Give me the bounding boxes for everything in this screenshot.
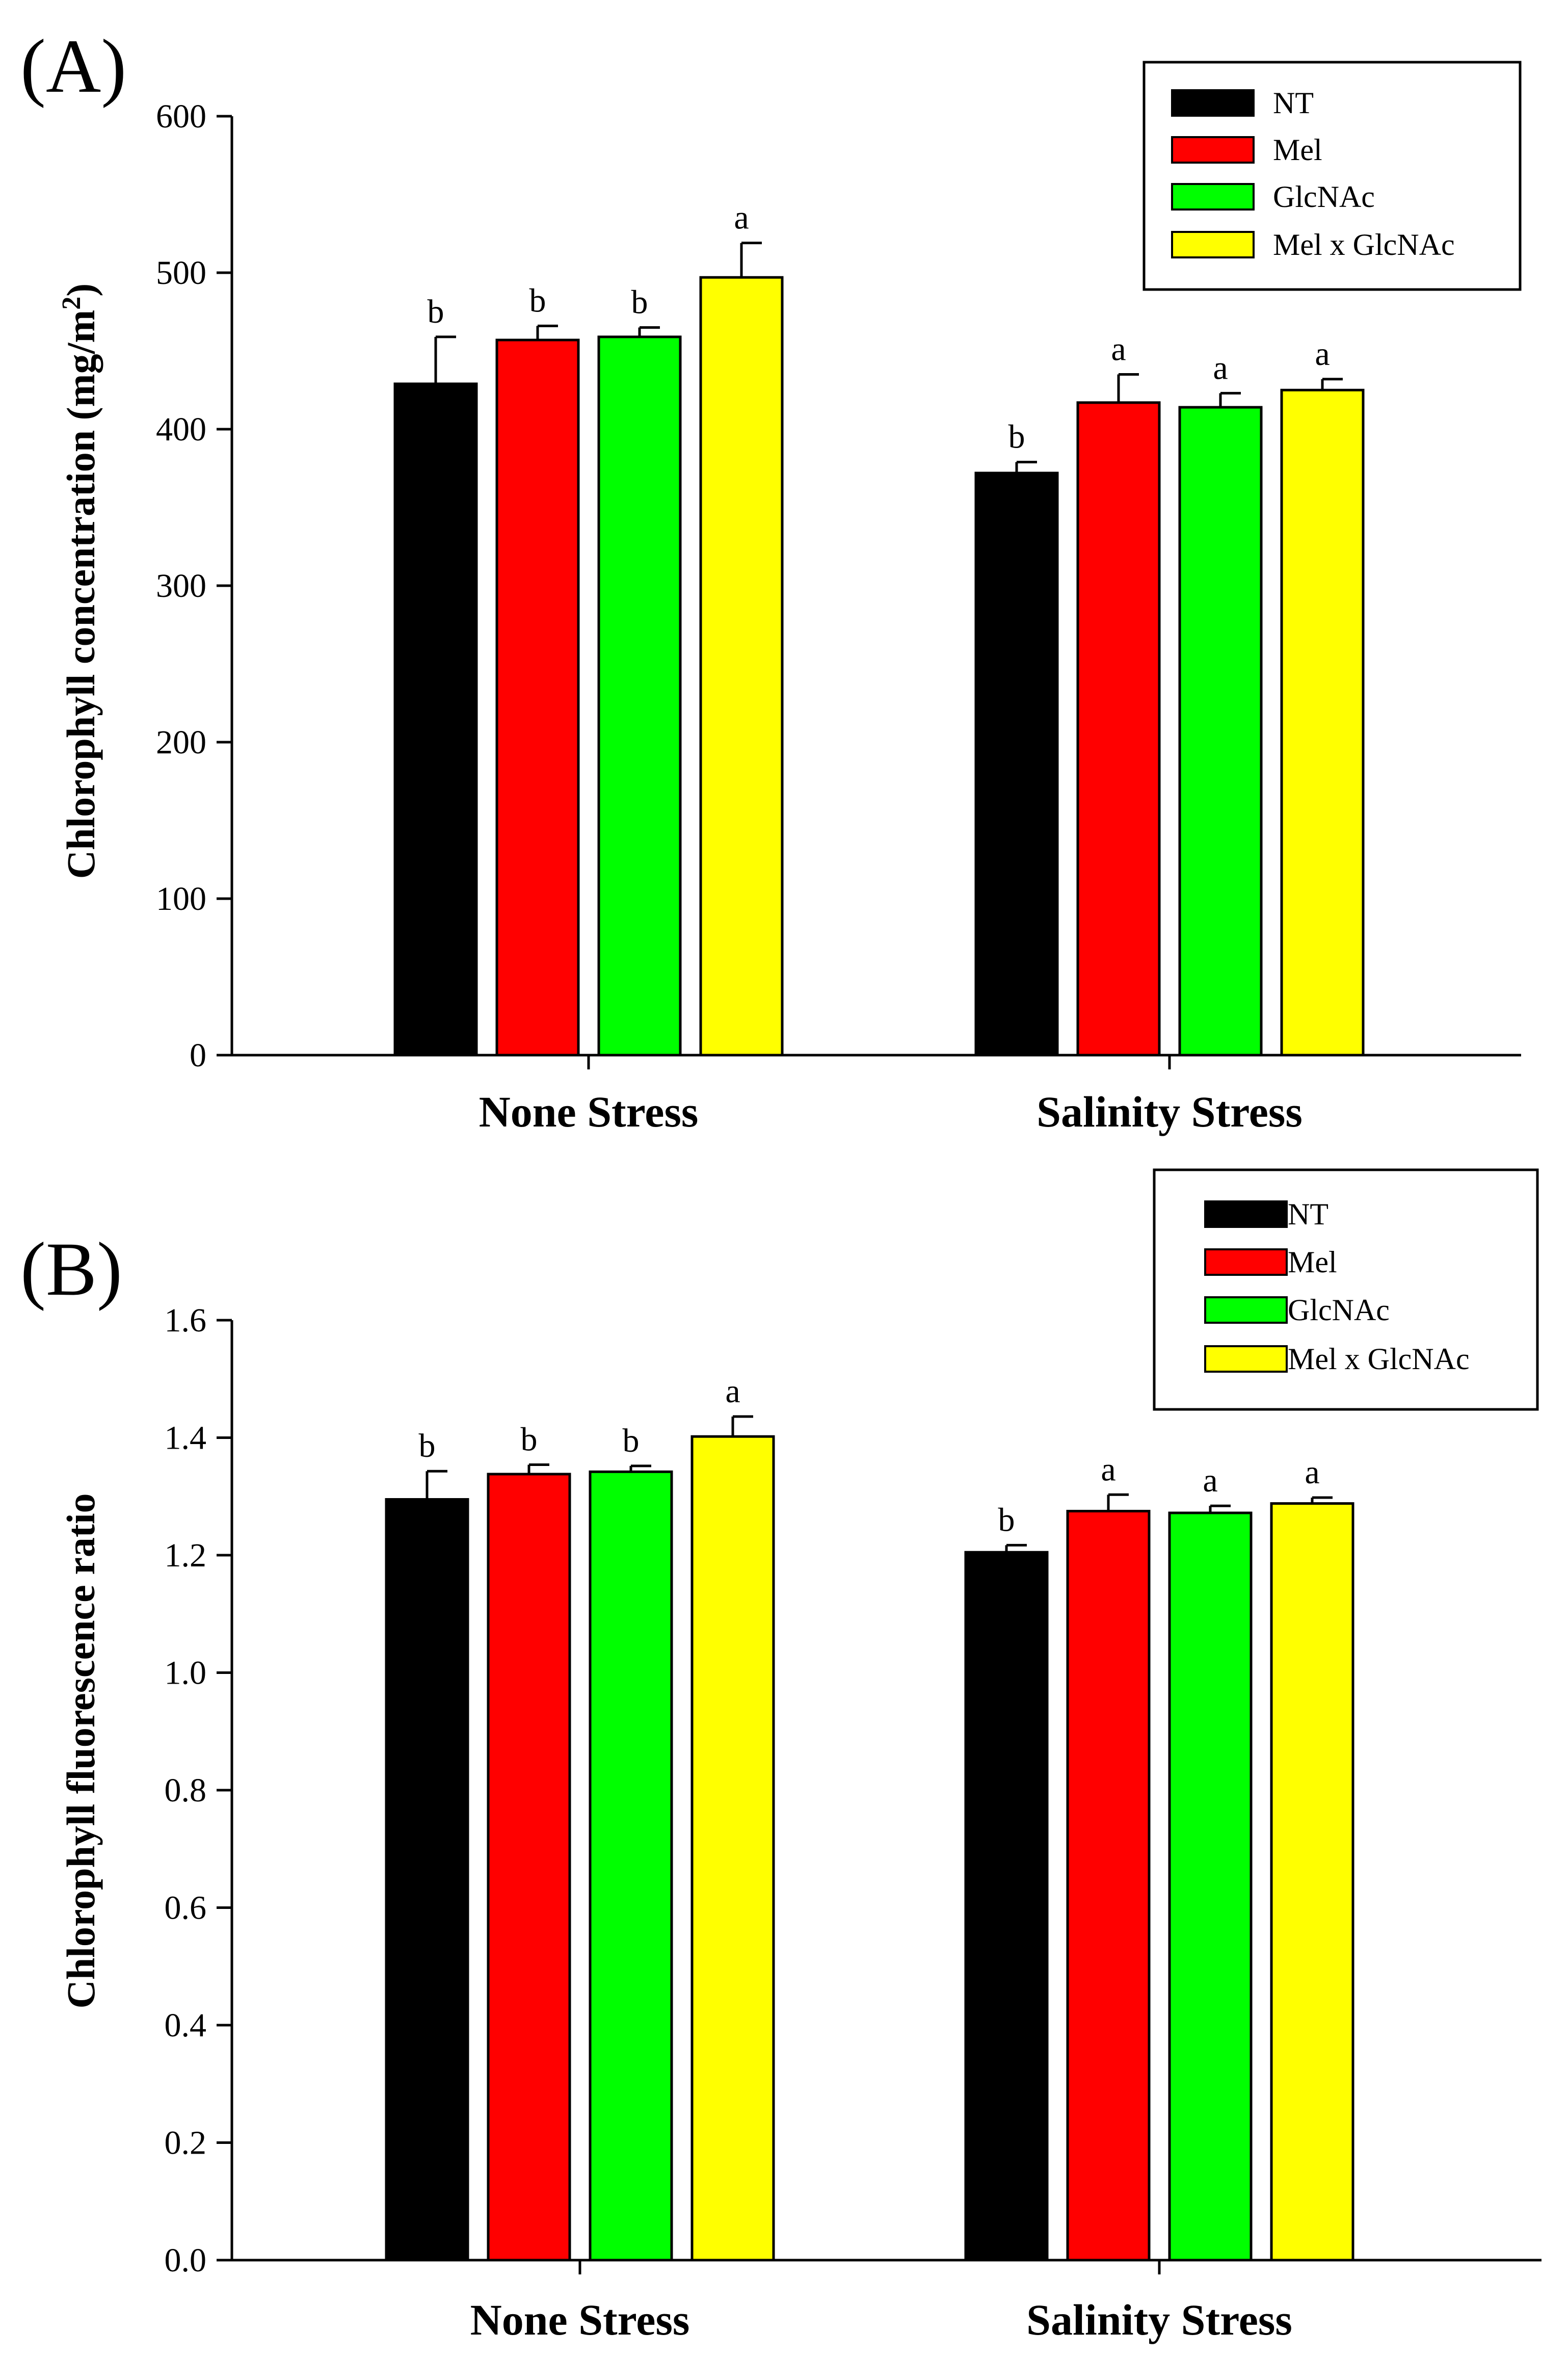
panel-a-error-bars <box>434 242 1343 473</box>
panel-a-significance-letter: a <box>1213 349 1228 386</box>
panel-b-significance-letter: b <box>998 1501 1015 1538</box>
panel-a-category-label: Salinity Stress <box>1037 1087 1303 1136</box>
panel-b-y-tick-label: 1.0 <box>165 1655 207 1692</box>
panel-a-y-axis-title: Chlorophyll concentration (mg/m2) <box>57 283 103 879</box>
panel-b-significance-letter: b <box>419 1427 436 1464</box>
panel-b-bar <box>1168 1511 1253 2262</box>
panel-b-legend-label: NT <box>1288 1197 1328 1231</box>
panel-a-significance-letter: a <box>1315 335 1330 373</box>
panel-b-significance-letter: b <box>623 1422 640 1459</box>
panel-b-significance-letter: b <box>521 1421 538 1458</box>
panel-b-legend-label: Mel <box>1288 1245 1337 1279</box>
panel-b-y-tick-label: 0.8 <box>165 1772 207 1809</box>
panel-b-y-axis-title: Chlorophyll fluorescence ratio <box>59 1493 103 2008</box>
panel-b-y-tick-label: 0.2 <box>165 2125 207 2162</box>
panel-b-significance-letter: a <box>725 1373 740 1410</box>
panel-a-significance-letter: a <box>734 199 749 237</box>
panel-a-bar <box>393 382 478 1057</box>
panel-a-significance-letters: b b b a b a a a <box>428 199 1330 456</box>
panel-b-y-tick-label: 0.0 <box>165 2242 207 2279</box>
panel-a-y-tick-label: 0 <box>190 1037 206 1074</box>
panel-b-legend-swatch <box>1204 1248 1288 1276</box>
panel-a-y-tick-label: 500 <box>156 254 206 292</box>
panel-b-category-labels: None Stress Salinity Stress <box>470 2260 1292 2344</box>
panel-a-bar <box>699 276 784 1057</box>
panel-a-bar <box>597 335 682 1057</box>
panel-b-bar <box>690 1435 775 2262</box>
panel-a-y-tick-label: 400 <box>156 411 206 448</box>
panel-a-significance-letter: b <box>1008 418 1025 455</box>
panel-a-significance-letter: b <box>631 283 648 321</box>
panel-b-bar <box>589 1470 673 2262</box>
panel-a-category-labels: None Stress Salinity Stress <box>479 1055 1303 1136</box>
panel-b-error-bars <box>426 1415 1333 1553</box>
panel-a-bar <box>974 471 1059 1057</box>
panel-a-y-tick-label: 200 <box>156 724 206 761</box>
panel-a-legend-swatch <box>1171 89 1255 117</box>
panel-b-bar <box>487 1473 571 2262</box>
panel-a-y-ticks: 0 100 200 300 400 500 600 <box>156 98 232 1074</box>
panel-a-legend-label: NT <box>1273 86 1314 120</box>
panel-b-significance-letters: b b b a b a a a <box>419 1373 1320 1538</box>
panel-a-category-label: None Stress <box>479 1087 699 1136</box>
panel-a-bars <box>393 276 1365 1057</box>
panel-a-legend-swatch <box>1171 183 1255 211</box>
panel-a-significance-letter: b <box>428 293 444 330</box>
panel-a-bar <box>1076 401 1161 1057</box>
panel-b-y-ticks: 0.0 0.2 0.4 0.6 0.8 1.0 1.2 1.4 1.6 <box>165 1302 232 2279</box>
panel-a-y-tick-label: 300 <box>156 567 206 605</box>
panel-b-legend-label: Mel x GlcNAc <box>1288 1342 1470 1376</box>
panel-a-legend: NT Mel GlcNAc Mel x GlcNAc <box>1142 61 1522 291</box>
panel-b-category-label: None Stress <box>470 2295 690 2344</box>
panel-a-significance-letter: a <box>1111 331 1126 368</box>
panel-b-bar <box>964 1551 1049 2262</box>
panel-a-bar <box>1280 388 1365 1057</box>
panel-a-bar <box>1178 406 1263 1057</box>
panel-b-bar <box>385 1498 469 2262</box>
panel-b-label: (B) <box>20 1227 122 1312</box>
panel-b-bar <box>1270 1502 1354 2262</box>
panel-b-significance-letter: a <box>1101 1451 1115 1488</box>
panel-b-significance-letter: a <box>1203 1462 1217 1499</box>
panel-a-significance-letter: b <box>529 282 546 319</box>
panel-a-y-tick-label: 600 <box>156 98 206 135</box>
panel-b-category-label: Salinity Stress <box>1026 2295 1292 2344</box>
panel-b-bars <box>385 1435 1354 2262</box>
panel-b-y-tick-label: 0.6 <box>165 1890 207 1927</box>
panel-b-legend-swatch <box>1204 1200 1288 1228</box>
panel-a-legend-label: Mel <box>1273 133 1322 167</box>
panel-a-legend-label: GlcNAc <box>1273 180 1375 214</box>
panel-b-legend-swatch <box>1204 1345 1288 1373</box>
panel-b-y-tick-label: 1.6 <box>165 1302 207 1339</box>
panel-a-legend-swatch <box>1171 136 1255 164</box>
panel-b-significance-letter: a <box>1305 1454 1319 1491</box>
panel-b-legend-swatch <box>1204 1296 1288 1324</box>
panel-b-legend-label: GlcNAc <box>1288 1293 1390 1327</box>
panel-a-y-axis-title-sup: 2 <box>57 297 86 310</box>
panel-a-legend-swatch <box>1171 231 1255 258</box>
panel-b-y-tick-label: 1.4 <box>165 1420 207 1457</box>
panel-a-y-tick-label: 100 <box>156 880 206 918</box>
panel-b-y-tick-label: 1.2 <box>165 1537 207 1574</box>
panel-b: (B) Chlorophyll fluorescence ratio 0.00.… <box>20 1168 1542 2344</box>
panel-a-legend-label: Mel x GlcNAc <box>1273 228 1455 261</box>
panel-a-label: (A) <box>20 24 126 109</box>
panel-b-legend: NT Mel GlcNAc Mel x GlcNAc <box>1153 1168 1539 1411</box>
panel-b-y-tick-label: 0.4 <box>165 2007 207 2044</box>
panel-a: (A) Chlorophyll concentration (mg/m2) 0 1… <box>20 24 1522 1136</box>
panel-b-bar <box>1066 1510 1151 2262</box>
panel-a-bar <box>495 338 580 1057</box>
